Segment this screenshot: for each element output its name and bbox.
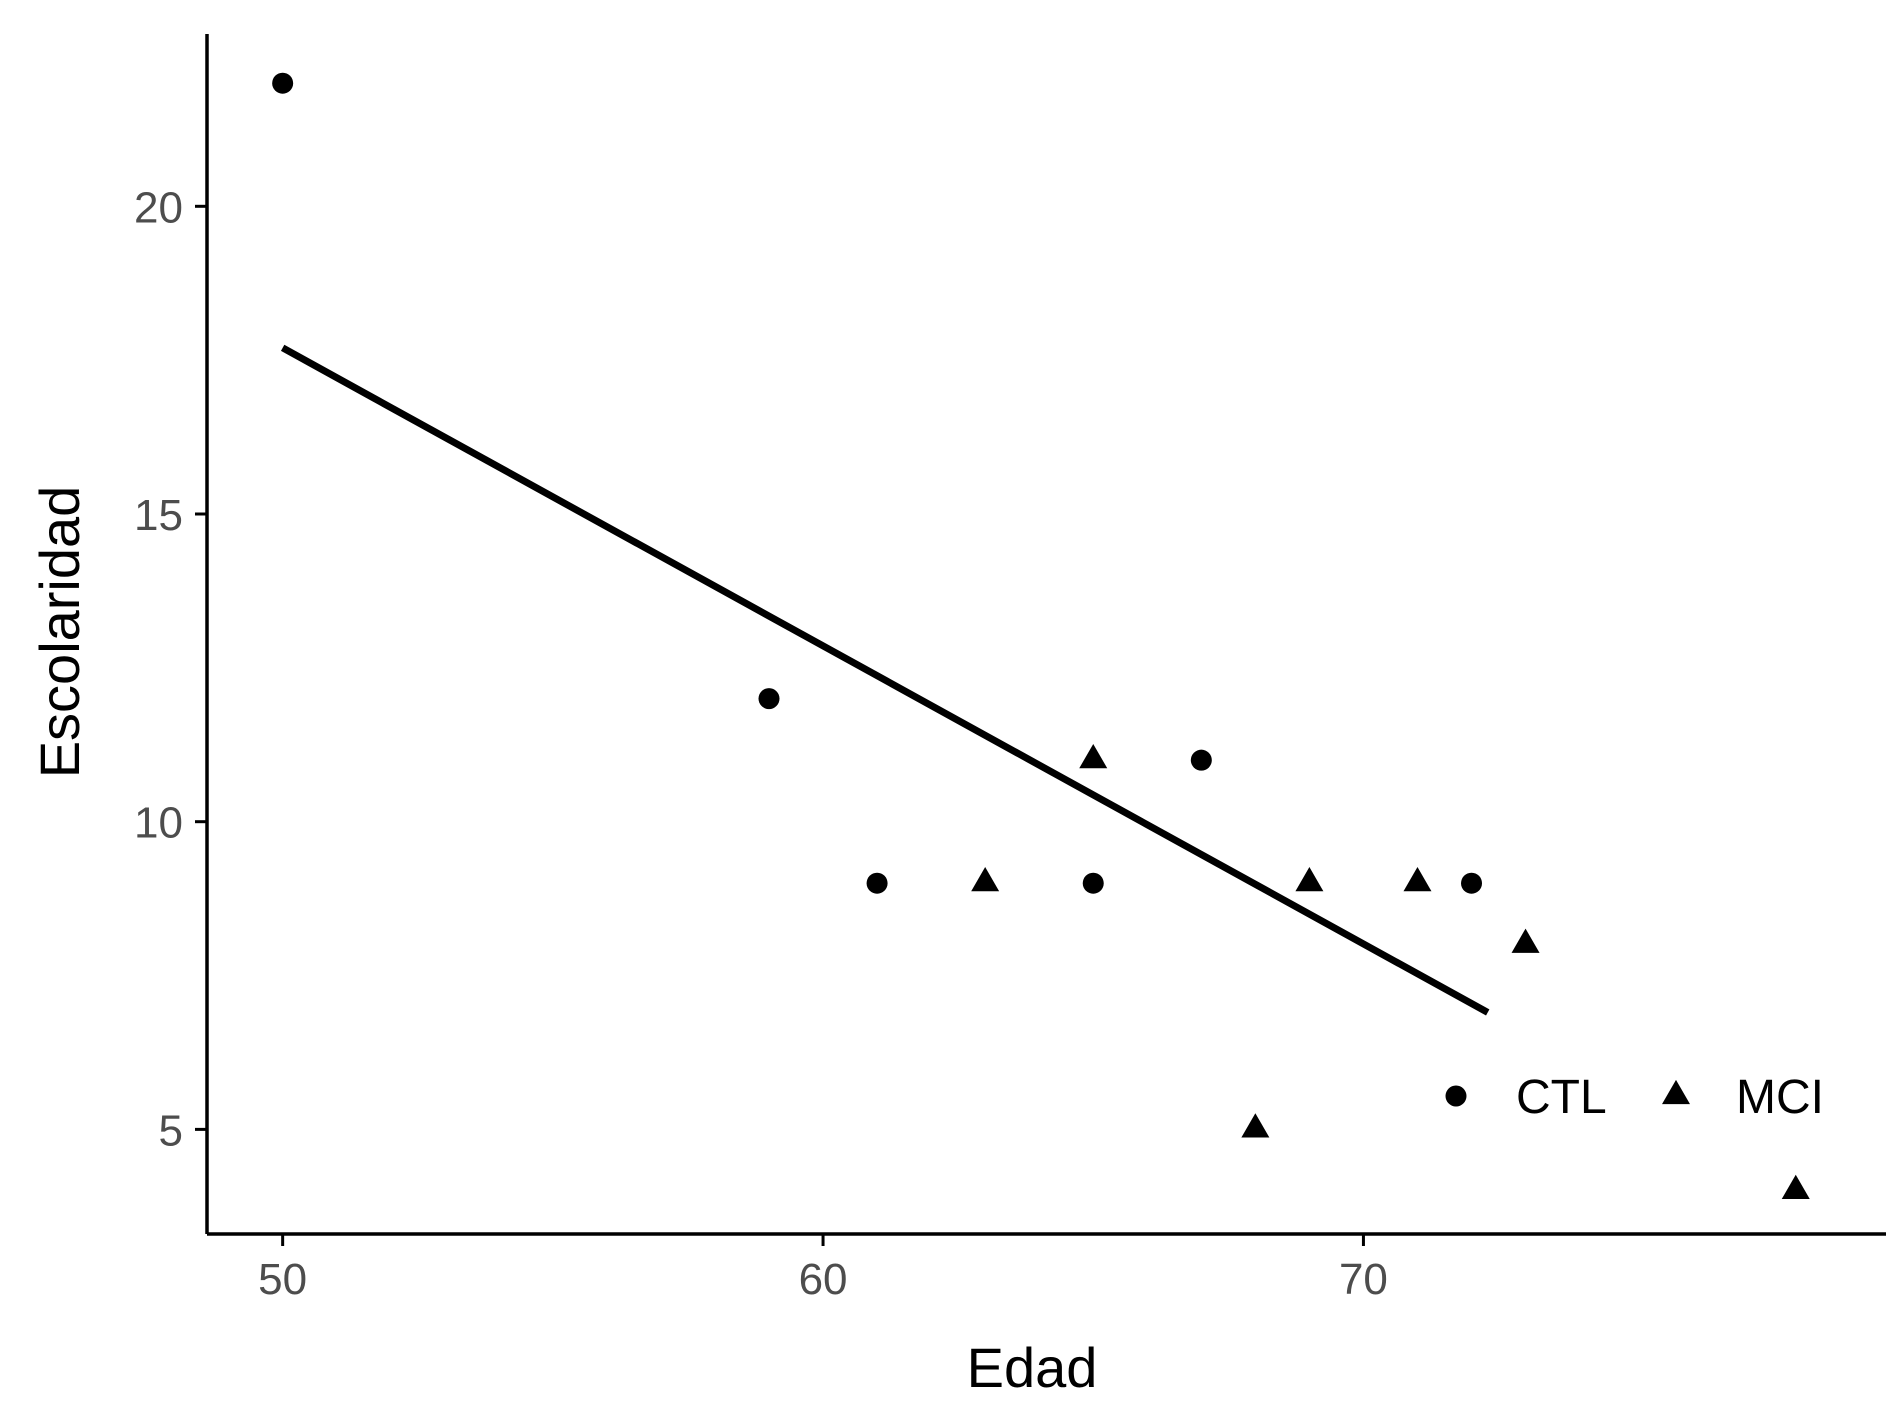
point-ctl — [272, 72, 294, 94]
legend-label-mci: MCI — [1736, 1071, 1824, 1124]
y-tick-label: 20 — [134, 183, 183, 232]
legend-key-ctl — [1445, 1085, 1467, 1107]
point-mci — [1511, 928, 1540, 953]
point-mci — [1403, 867, 1432, 892]
x-axis-title: Edad — [967, 1336, 1098, 1399]
point-mci — [1295, 867, 1324, 892]
y-axis-title: Escolaridad — [28, 486, 91, 779]
legend-key-mci — [1662, 1079, 1690, 1105]
x-tick-label: 70 — [1339, 1255, 1388, 1304]
point-ctl — [1190, 749, 1212, 771]
regression-line — [280, 344, 1490, 1016]
y-tick-label: 15 — [134, 491, 183, 540]
legend-label-ctl: CTL — [1516, 1071, 1607, 1124]
point-ctl — [866, 872, 888, 894]
point-ctl — [758, 688, 780, 710]
point-mci — [1781, 1174, 1810, 1199]
point-mci — [1079, 743, 1108, 769]
y-tick-label: 10 — [134, 799, 183, 848]
point-ctl — [1461, 872, 1483, 894]
point-mci — [971, 867, 1000, 892]
point-mci — [1241, 1113, 1270, 1138]
point-ctl — [1082, 872, 1104, 894]
legend: CTL MCI — [1445, 1071, 1824, 1124]
x-tick-label: 50 — [258, 1255, 307, 1304]
x-tick-label: 60 — [799, 1255, 848, 1304]
y-tick-label: 5 — [159, 1106, 183, 1155]
